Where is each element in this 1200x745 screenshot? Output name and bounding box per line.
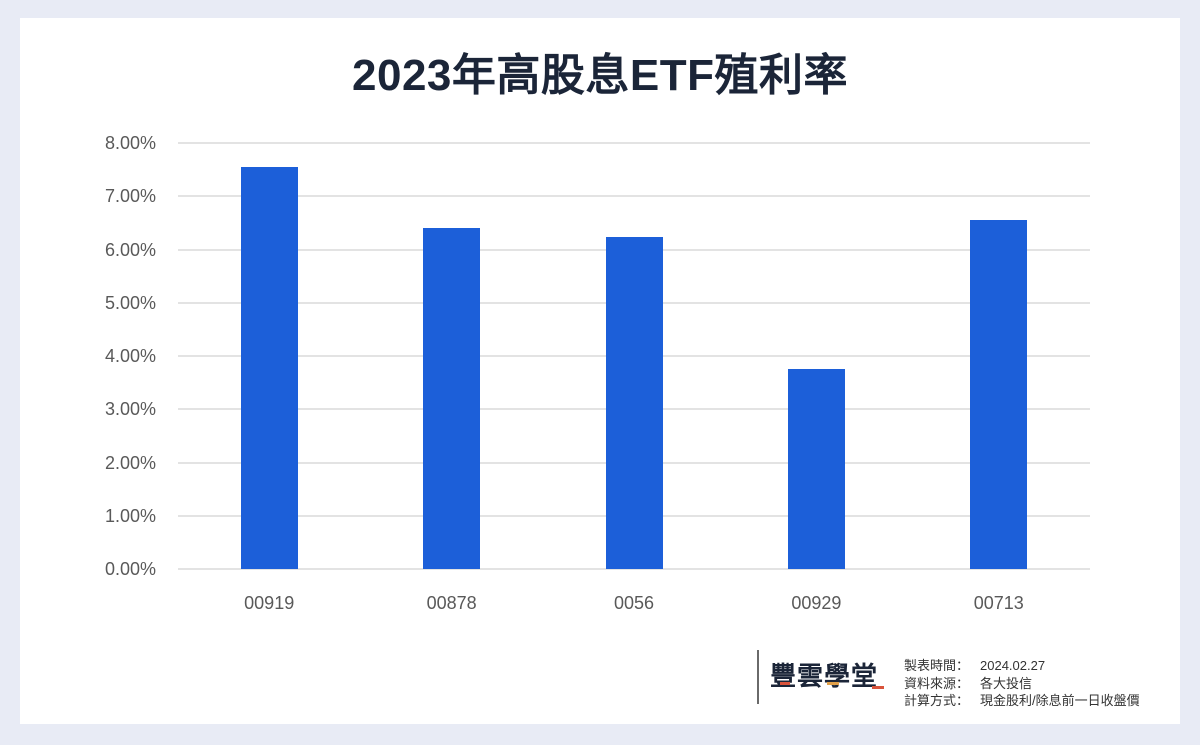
y-axis-tick-label: 4.00% xyxy=(104,346,156,366)
meta-value: 現金股利/除息前一日收盤價 xyxy=(980,693,1140,708)
y-axis-tick-label: 2.00% xyxy=(104,452,156,473)
x-axis-tick-label: 00919 xyxy=(244,593,295,613)
y-axis-tick-label: 6.00% xyxy=(104,239,156,260)
x-axis-tick-label: 00713 xyxy=(973,593,1024,613)
bar-0056 xyxy=(605,237,663,569)
logo-accent-mark xyxy=(780,682,790,685)
meta-label: 資料來源： xyxy=(904,675,970,691)
y-axis-tick-label: 0.00% xyxy=(104,559,156,579)
x-axis-tick-label: 00878 xyxy=(426,593,477,613)
x-axis-tick-label: 00929 xyxy=(791,593,842,613)
chart-title: 2023年高股息ETF殖利率 xyxy=(352,51,848,100)
bar-00713 xyxy=(970,220,1028,569)
logo-accent-mark xyxy=(827,682,839,685)
gridline xyxy=(178,568,1090,570)
y-axis-tick-label: 5.00% xyxy=(104,292,156,313)
brand-logo: 豐雲學堂 xyxy=(770,661,879,691)
y-axis-tick-label: 8.00% xyxy=(104,133,156,153)
bar-00878 xyxy=(423,228,481,569)
x-axis-tick-label: 0056 xyxy=(613,593,655,613)
footer-divider xyxy=(757,650,759,704)
meta-row-method: 計算方式： 現金股利/除息前一日收盤價 xyxy=(904,692,1140,710)
meta-row-source: 資料來源： 各大投信 xyxy=(904,675,1140,693)
logo-accent-mark xyxy=(872,686,884,689)
gridline xyxy=(178,142,1090,144)
gridline xyxy=(178,195,1090,198)
meta-label: 計算方式： xyxy=(904,693,970,708)
meta-label: 製表時間： xyxy=(904,658,970,673)
bar-00919 xyxy=(240,166,298,569)
meta-value: 各大投信 xyxy=(980,675,1033,691)
meta-value: 2024.02.27 xyxy=(980,658,1046,673)
y-axis-tick-label: 3.00% xyxy=(104,399,156,420)
bar-00929 xyxy=(787,368,845,569)
chart-metadata: 製表時間： 2024.02.27 資料來源： 各大投信 計算方式： 現金股利/除… xyxy=(904,657,1140,710)
y-axis-tick-label: 1.00% xyxy=(104,505,156,526)
meta-row-date: 製表時間： 2024.02.27 xyxy=(904,657,1140,675)
y-axis-tick-label: 7.00% xyxy=(104,186,156,207)
